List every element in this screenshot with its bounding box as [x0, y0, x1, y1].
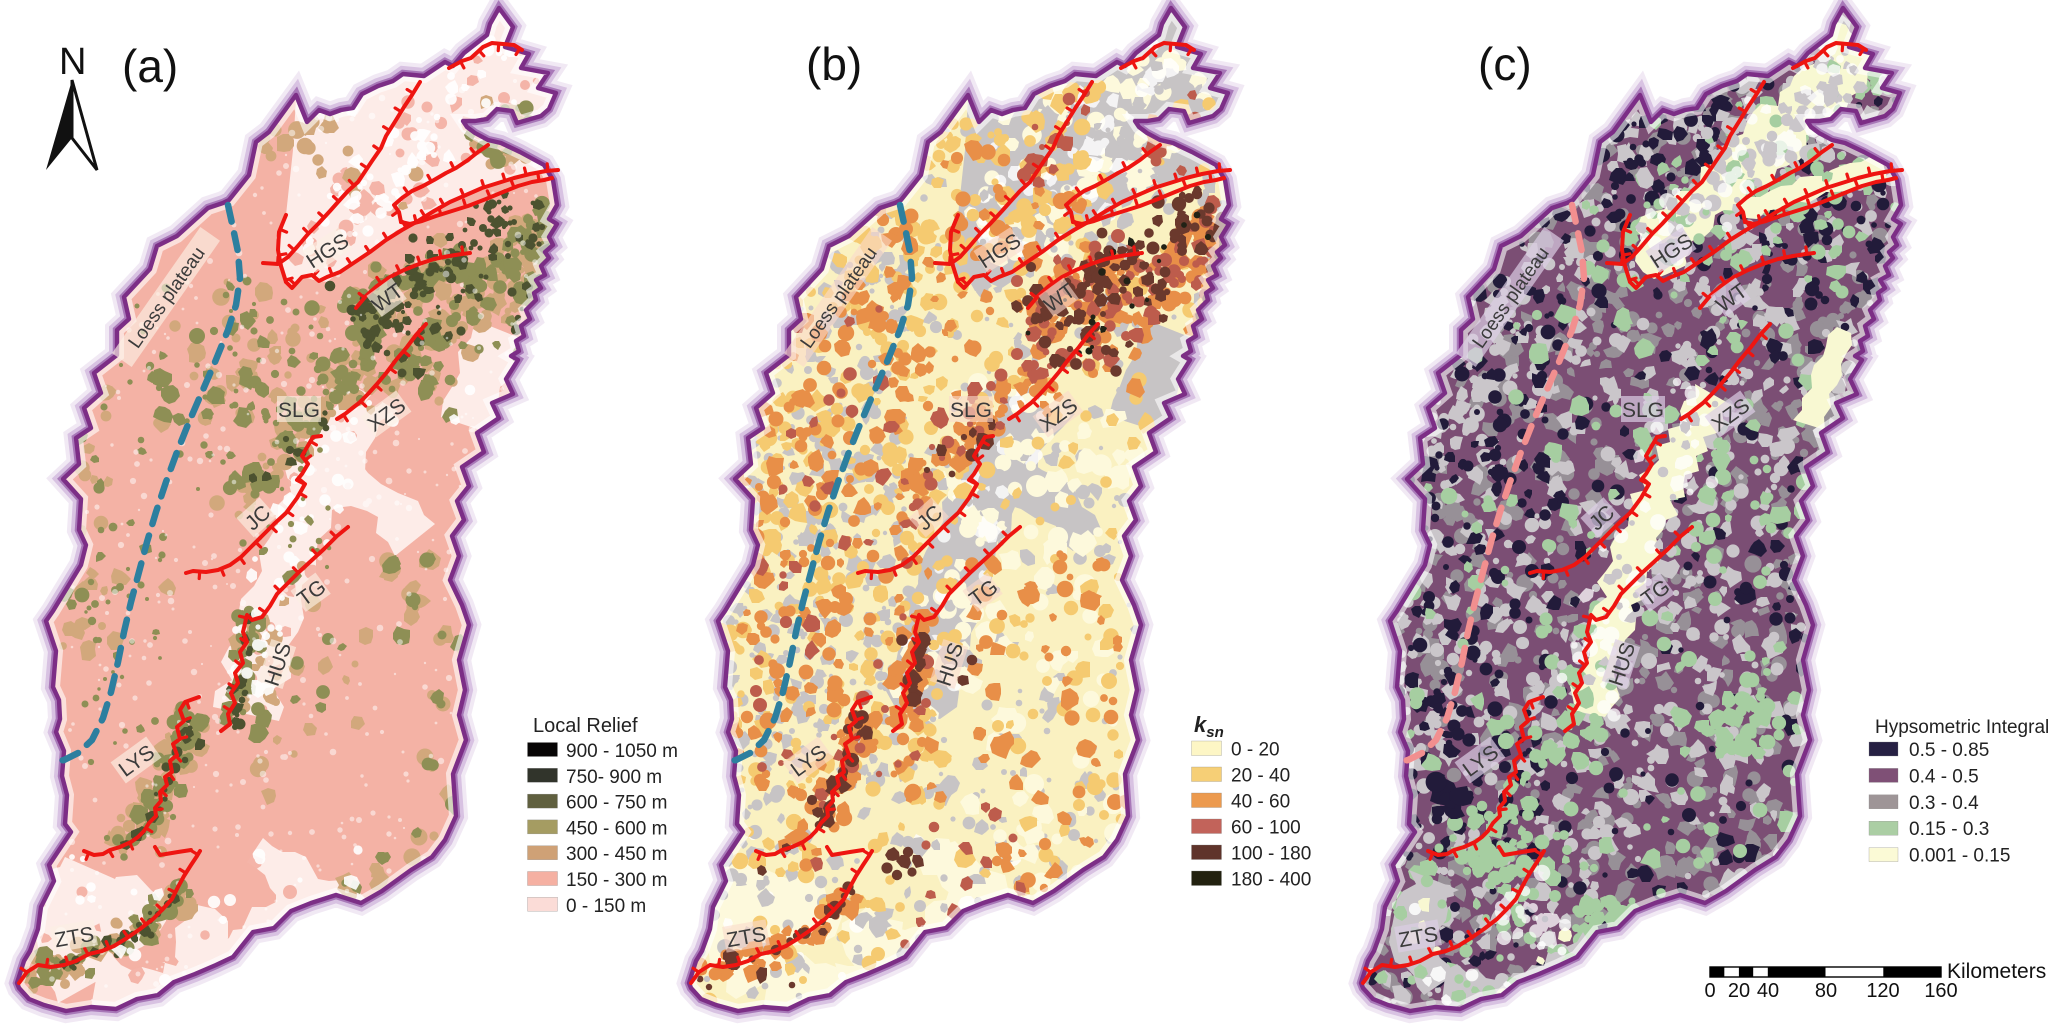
- svg-text:0.4 - 0.5: 0.4 - 0.5: [1909, 766, 1979, 787]
- svg-text:20 - 40: 20 - 40: [1231, 766, 1290, 787]
- svg-text:40: 40: [1757, 980, 1779, 1002]
- svg-text:0 - 150 m: 0 - 150 m: [566, 896, 646, 917]
- svg-text:160: 160: [1924, 980, 1957, 1002]
- svg-text:0: 0: [1704, 980, 1715, 1002]
- svg-text:Hypsometric Integral: Hypsometric Integral: [1875, 717, 2049, 738]
- svg-text:(b): (b): [806, 38, 862, 90]
- svg-text:60 - 100: 60 - 100: [1231, 818, 1301, 839]
- svg-text:100 - 180: 100 - 180: [1231, 844, 1311, 865]
- svg-text:0.3 - 0.4: 0.3 - 0.4: [1909, 793, 1979, 814]
- svg-text:0.15 - 0.3: 0.15 - 0.3: [1909, 819, 1989, 840]
- svg-text:(a): (a): [122, 40, 178, 92]
- svg-text:(c): (c): [1478, 38, 1532, 90]
- svg-text:750- 900 m: 750- 900 m: [566, 767, 662, 788]
- svg-text:20: 20: [1728, 980, 1750, 1002]
- svg-text:450 - 600 m: 450 - 600 m: [566, 818, 667, 839]
- svg-text:0.5 - 0.85: 0.5 - 0.85: [1909, 740, 1989, 761]
- svg-text:120: 120: [1866, 980, 1899, 1002]
- svg-text:300 - 450 m: 300 - 450 m: [566, 844, 667, 865]
- svg-text:Local Relief: Local Relief: [533, 715, 638, 737]
- svg-text:180 - 400: 180 - 400: [1231, 870, 1311, 891]
- svg-text:600 - 750 m: 600 - 750 m: [566, 793, 667, 814]
- svg-text:Kilometers: Kilometers: [1947, 960, 2046, 983]
- svg-text:SLG: SLG: [950, 399, 992, 422]
- svg-text:80: 80: [1815, 980, 1837, 1002]
- svg-text:40 - 60: 40 - 60: [1231, 792, 1290, 813]
- svg-text:150 - 300 m: 150 - 300 m: [566, 870, 667, 891]
- svg-text:900 - 1050 m: 900 - 1050 m: [566, 741, 678, 762]
- svg-text:SLG: SLG: [278, 399, 320, 422]
- svg-text:0 - 20: 0 - 20: [1231, 740, 1280, 761]
- svg-text:0.001 - 0.15: 0.001 - 0.15: [1909, 846, 2010, 867]
- svg-text:SLG: SLG: [1622, 399, 1664, 422]
- svg-text:N: N: [59, 41, 86, 83]
